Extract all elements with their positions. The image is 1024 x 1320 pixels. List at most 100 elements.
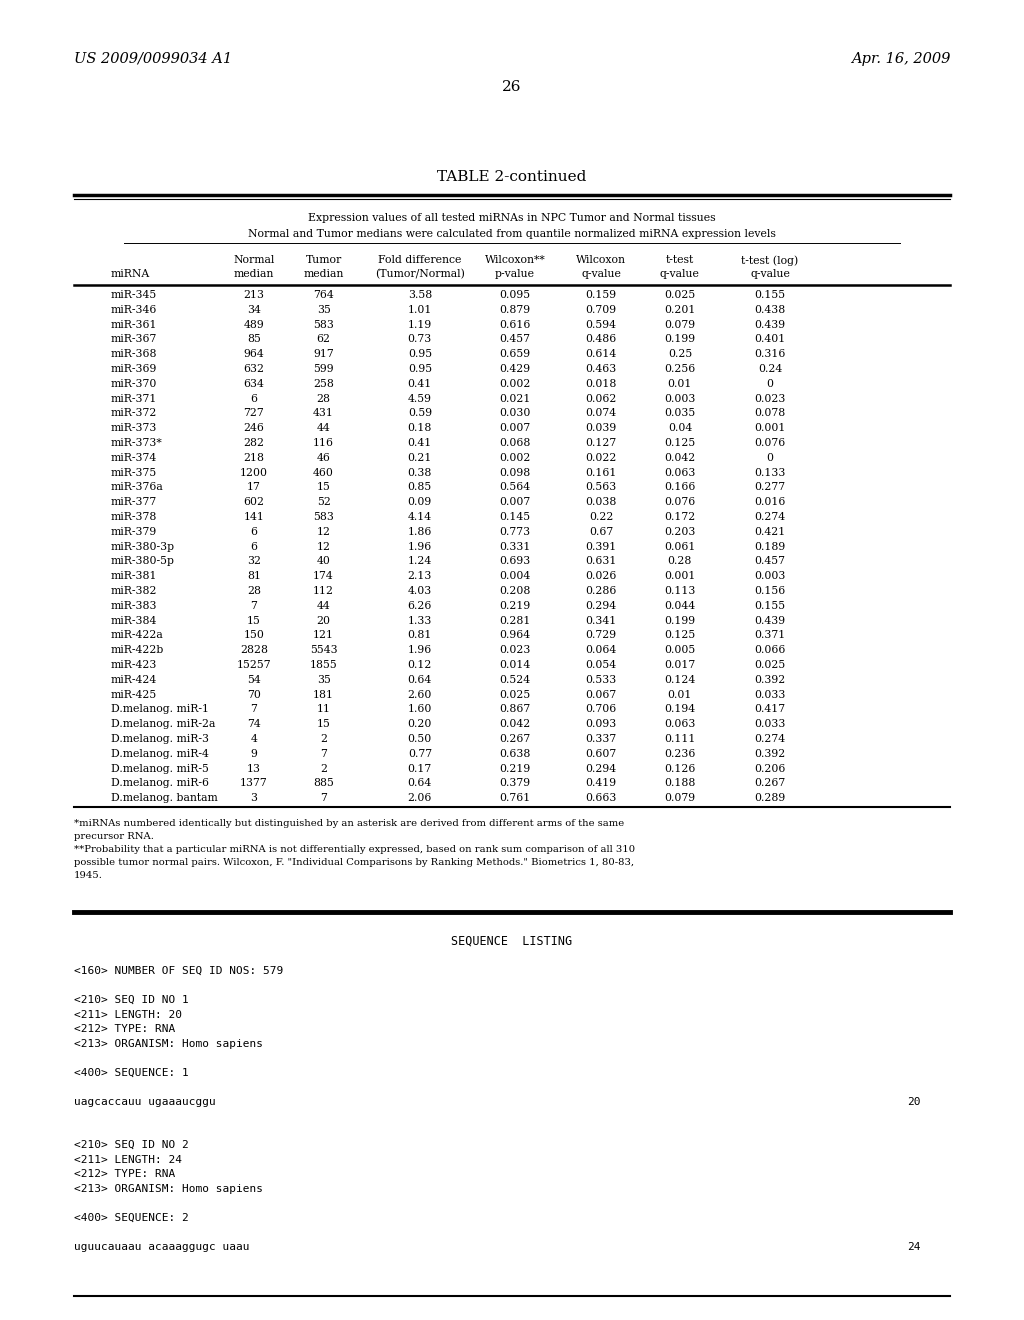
Text: miRNA: miRNA xyxy=(111,269,150,279)
Text: 0.022: 0.022 xyxy=(586,453,616,463)
Text: 0.486: 0.486 xyxy=(586,334,616,345)
Text: 62: 62 xyxy=(316,334,331,345)
Text: 0.20: 0.20 xyxy=(408,719,432,729)
Text: 0.21: 0.21 xyxy=(408,453,432,463)
Text: 0: 0 xyxy=(767,379,773,389)
Text: <160> NUMBER OF SEQ ID NOS: 579: <160> NUMBER OF SEQ ID NOS: 579 xyxy=(74,966,283,977)
Text: 3: 3 xyxy=(251,793,257,803)
Text: 17: 17 xyxy=(247,482,261,492)
Text: 0.199: 0.199 xyxy=(665,615,695,626)
Text: 85: 85 xyxy=(247,334,261,345)
Text: 15: 15 xyxy=(247,615,261,626)
Text: 0.77: 0.77 xyxy=(408,748,432,759)
Text: 0.371: 0.371 xyxy=(755,631,785,640)
Text: 0.093: 0.093 xyxy=(586,719,616,729)
Text: 583: 583 xyxy=(313,319,334,330)
Text: miR-380-3p: miR-380-3p xyxy=(111,541,175,552)
Text: 54: 54 xyxy=(247,675,261,685)
Text: 1.60: 1.60 xyxy=(408,705,432,714)
Text: 0.867: 0.867 xyxy=(500,705,530,714)
Text: 213: 213 xyxy=(244,290,264,300)
Text: miR-345: miR-345 xyxy=(111,290,157,300)
Text: 0.18: 0.18 xyxy=(408,424,432,433)
Text: 0.761: 0.761 xyxy=(500,793,530,803)
Text: 0.401: 0.401 xyxy=(755,334,785,345)
Text: 0.631: 0.631 xyxy=(586,557,616,566)
Text: <212> TYPE: RNA: <212> TYPE: RNA xyxy=(74,1170,175,1179)
Text: 917: 917 xyxy=(313,350,334,359)
Text: 0.111: 0.111 xyxy=(665,734,695,744)
Text: D.melanog. miR-2a: D.melanog. miR-2a xyxy=(111,719,215,729)
Text: 764: 764 xyxy=(313,290,334,300)
Text: 7: 7 xyxy=(251,705,257,714)
Text: 7: 7 xyxy=(321,748,327,759)
Text: 0.030: 0.030 xyxy=(500,408,530,418)
Text: 0.607: 0.607 xyxy=(586,748,616,759)
Text: 634: 634 xyxy=(244,379,264,389)
Text: 0.125: 0.125 xyxy=(665,631,695,640)
Text: precursor RNA.: precursor RNA. xyxy=(74,832,154,841)
Text: 0.002: 0.002 xyxy=(500,379,530,389)
Text: miR-376a: miR-376a xyxy=(111,482,164,492)
Text: 2.06: 2.06 xyxy=(408,793,432,803)
Text: 34: 34 xyxy=(247,305,261,314)
Text: 35: 35 xyxy=(316,675,331,685)
Text: 0.063: 0.063 xyxy=(665,467,695,478)
Text: 0.706: 0.706 xyxy=(586,705,616,714)
Text: 0.159: 0.159 xyxy=(586,290,616,300)
Text: 0.236: 0.236 xyxy=(665,748,695,759)
Text: 0.267: 0.267 xyxy=(500,734,530,744)
Text: 0.341: 0.341 xyxy=(586,615,616,626)
Text: 4.59: 4.59 xyxy=(408,393,432,404)
Text: 0.773: 0.773 xyxy=(500,527,530,537)
Text: 0.076: 0.076 xyxy=(665,498,695,507)
Text: 52: 52 xyxy=(316,498,331,507)
Text: miR-368: miR-368 xyxy=(111,350,157,359)
Text: 1.24: 1.24 xyxy=(408,557,432,566)
Text: 0.007: 0.007 xyxy=(500,424,530,433)
Text: 0.659: 0.659 xyxy=(500,350,530,359)
Text: 9: 9 xyxy=(251,748,257,759)
Text: 0.126: 0.126 xyxy=(665,763,695,774)
Text: 20: 20 xyxy=(316,615,331,626)
Text: 0.003: 0.003 xyxy=(755,572,785,581)
Text: US 2009/0099034 A1: US 2009/0099034 A1 xyxy=(74,51,231,66)
Text: <400> SEQUENCE: 1: <400> SEQUENCE: 1 xyxy=(74,1068,188,1077)
Text: 0: 0 xyxy=(767,453,773,463)
Text: 0.95: 0.95 xyxy=(408,350,432,359)
Text: 583: 583 xyxy=(313,512,334,521)
Text: miR-425: miR-425 xyxy=(111,689,157,700)
Text: 0.85: 0.85 xyxy=(408,482,432,492)
Text: 0.73: 0.73 xyxy=(408,334,432,345)
Text: p-value: p-value xyxy=(495,269,536,279)
Text: 20: 20 xyxy=(907,1097,921,1106)
Text: 0.01: 0.01 xyxy=(668,379,692,389)
Text: 885: 885 xyxy=(313,779,334,788)
Text: 32: 32 xyxy=(247,557,261,566)
Text: 0.017: 0.017 xyxy=(665,660,695,671)
Text: 0.004: 0.004 xyxy=(500,572,530,581)
Text: 26: 26 xyxy=(502,81,522,94)
Text: uguucauaau acaaaggugc uaau: uguucauaau acaaaggugc uaau xyxy=(74,1242,249,1251)
Text: <210> SEQ ID NO 2: <210> SEQ ID NO 2 xyxy=(74,1140,188,1150)
Text: 0.41: 0.41 xyxy=(408,438,432,447)
Text: 0.172: 0.172 xyxy=(665,512,695,521)
Text: 0.201: 0.201 xyxy=(665,305,695,314)
Text: Fold difference: Fold difference xyxy=(378,255,462,265)
Text: 0.663: 0.663 xyxy=(586,793,616,803)
Text: t-test: t-test xyxy=(666,255,694,265)
Text: miR-422a: miR-422a xyxy=(111,631,164,640)
Text: 44: 44 xyxy=(316,601,331,611)
Text: Wilcoxon: Wilcoxon xyxy=(577,255,626,265)
Text: q-value: q-value xyxy=(582,269,621,279)
Text: q-value: q-value xyxy=(751,269,790,279)
Text: 0.524: 0.524 xyxy=(500,675,530,685)
Text: 6: 6 xyxy=(251,541,257,552)
Text: 0.007: 0.007 xyxy=(500,498,530,507)
Text: 0.286: 0.286 xyxy=(586,586,616,597)
Text: 0.095: 0.095 xyxy=(500,290,530,300)
Text: 7: 7 xyxy=(251,601,257,611)
Text: 3.58: 3.58 xyxy=(408,290,432,300)
Text: 0.018: 0.018 xyxy=(586,379,616,389)
Text: 258: 258 xyxy=(313,379,334,389)
